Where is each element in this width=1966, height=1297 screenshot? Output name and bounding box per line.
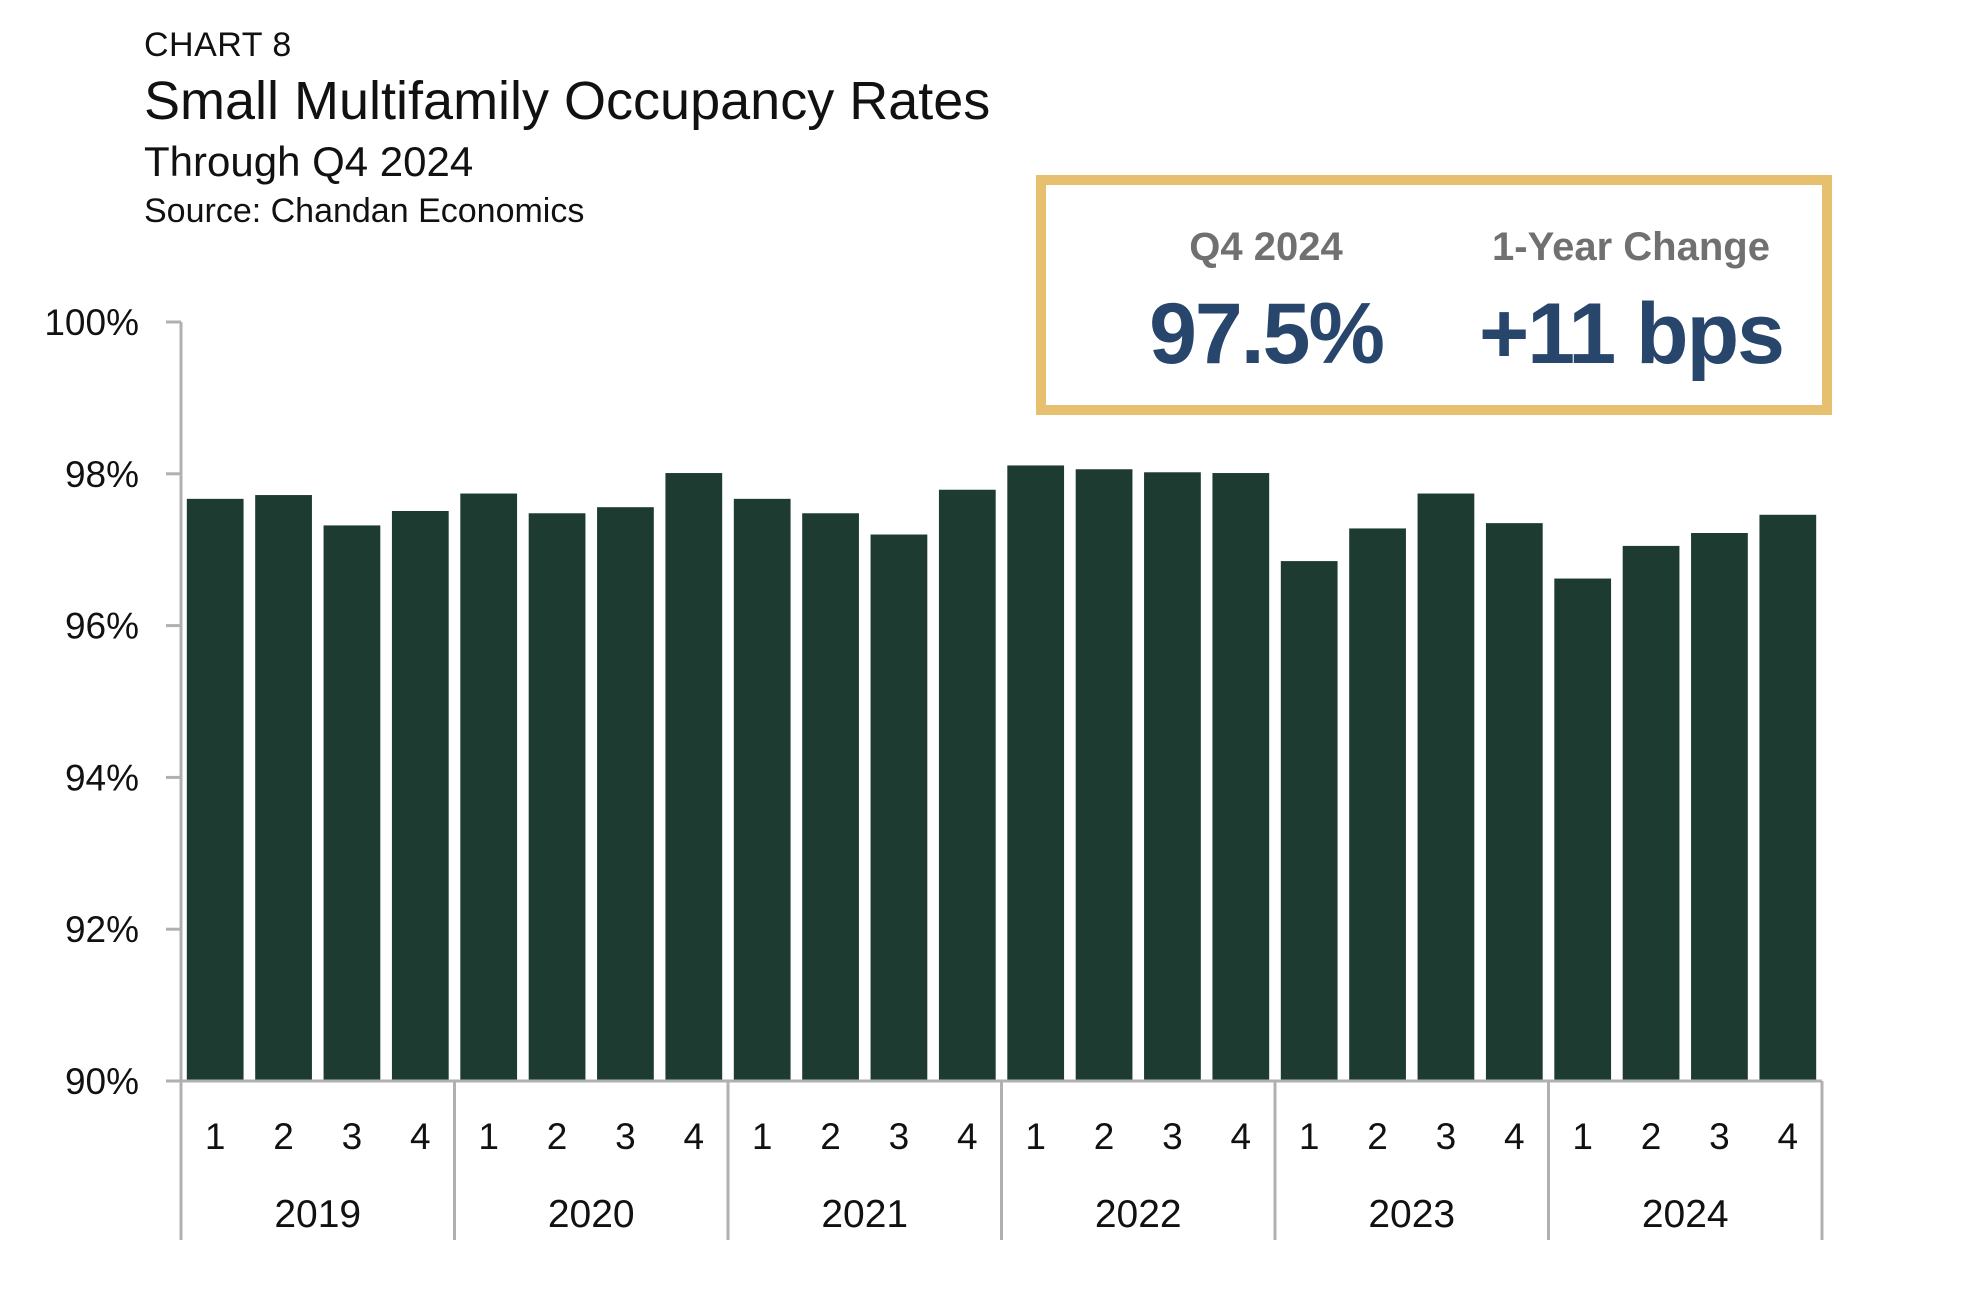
y-tick-label: 94% bbox=[65, 757, 139, 798]
x-tick-label-quarter: 3 bbox=[1709, 1116, 1730, 1157]
bar bbox=[528, 513, 586, 1081]
x-tick-label-year: 2024 bbox=[1642, 1193, 1729, 1236]
bar bbox=[733, 498, 791, 1081]
bar bbox=[391, 510, 449, 1082]
x-tick-label-quarter: 3 bbox=[1436, 1116, 1457, 1157]
x-tick-label-quarter: 1 bbox=[752, 1116, 773, 1157]
x-tick-label-year: 2019 bbox=[274, 1193, 361, 1236]
x-tick-label-year: 2021 bbox=[821, 1193, 908, 1236]
bar bbox=[1075, 469, 1133, 1082]
x-tick-label-quarter: 4 bbox=[957, 1116, 978, 1157]
x-tick-label-quarter: 2 bbox=[547, 1116, 568, 1157]
x-tick-label-quarter: 4 bbox=[410, 1116, 431, 1157]
bar bbox=[802, 513, 859, 1081]
bar bbox=[1280, 561, 1338, 1081]
bar bbox=[323, 525, 381, 1081]
x-tick-label-quarter: 3 bbox=[342, 1116, 363, 1157]
bar bbox=[665, 473, 723, 1081]
x-tick-label-quarter: 3 bbox=[1162, 1116, 1183, 1157]
x-tick-label-quarter: 1 bbox=[1572, 1116, 1593, 1157]
chart-label: CHART 8 bbox=[144, 26, 292, 64]
bar bbox=[1212, 473, 1270, 1081]
bar bbox=[1417, 493, 1475, 1081]
bar bbox=[1759, 514, 1817, 1081]
bar bbox=[1485, 523, 1543, 1081]
bar bbox=[186, 498, 244, 1081]
x-tick-label-quarter: 2 bbox=[1094, 1116, 1115, 1157]
bar bbox=[1622, 545, 1680, 1081]
y-tick-label: 90% bbox=[65, 1061, 139, 1102]
x-tick-label-quarter: 4 bbox=[1504, 1116, 1525, 1157]
y-tick-label: 92% bbox=[65, 909, 139, 950]
x-tick-label-year: 2020 bbox=[548, 1193, 635, 1236]
x-tick-label-quarter: 1 bbox=[1299, 1116, 1320, 1157]
bar bbox=[1144, 472, 1201, 1082]
bar bbox=[1007, 465, 1065, 1081]
kpi-current-value: 97.5% bbox=[1149, 286, 1385, 382]
chart-title: Small Multifamily Occupancy Rates bbox=[144, 71, 991, 131]
kpi-change-value: +11 bps bbox=[1479, 286, 1785, 382]
x-tick-label-quarter: 2 bbox=[273, 1116, 294, 1157]
bar bbox=[597, 507, 654, 1081]
y-tick-label: 96% bbox=[65, 606, 139, 647]
kpi-current-label: Q4 2024 bbox=[1189, 225, 1343, 269]
x-tick-label-quarter: 3 bbox=[615, 1116, 636, 1157]
x-tick-label-quarter: 1 bbox=[478, 1116, 499, 1157]
x-tick-label-quarter: 4 bbox=[1231, 1116, 1252, 1157]
bar bbox=[1349, 528, 1406, 1081]
y-tick-label: 100% bbox=[44, 302, 139, 343]
y-tick-label: 98% bbox=[65, 454, 139, 495]
x-tick-label-quarter: 2 bbox=[820, 1116, 841, 1157]
chart-source: Source: Chandan Economics bbox=[144, 192, 585, 230]
x-tick-label-quarter: 1 bbox=[205, 1116, 226, 1157]
chart-subtitle: Through Q4 2024 bbox=[144, 138, 474, 185]
x-tick-label-year: 2022 bbox=[1095, 1193, 1182, 1236]
kpi-box: Q4 2024 97.5% 1-Year Change +11 bps bbox=[1036, 175, 1832, 415]
kpi-change-label: 1-Year Change bbox=[1492, 225, 1770, 269]
bar bbox=[1691, 533, 1748, 1081]
x-tick-label-quarter: 3 bbox=[889, 1116, 910, 1157]
x-tick-label-year: 2023 bbox=[1368, 1193, 1455, 1236]
x-tick-label-quarter: 4 bbox=[684, 1116, 705, 1157]
bar bbox=[255, 495, 312, 1081]
bar bbox=[938, 489, 996, 1081]
x-tick-label-quarter: 1 bbox=[1025, 1116, 1046, 1157]
bar bbox=[1554, 578, 1612, 1081]
bar bbox=[870, 534, 928, 1081]
x-tick-label-quarter: 2 bbox=[1367, 1116, 1388, 1157]
x-tick-label-quarter: 2 bbox=[1641, 1116, 1662, 1157]
x-tick-label-quarter: 4 bbox=[1778, 1116, 1799, 1157]
bar bbox=[460, 493, 518, 1081]
